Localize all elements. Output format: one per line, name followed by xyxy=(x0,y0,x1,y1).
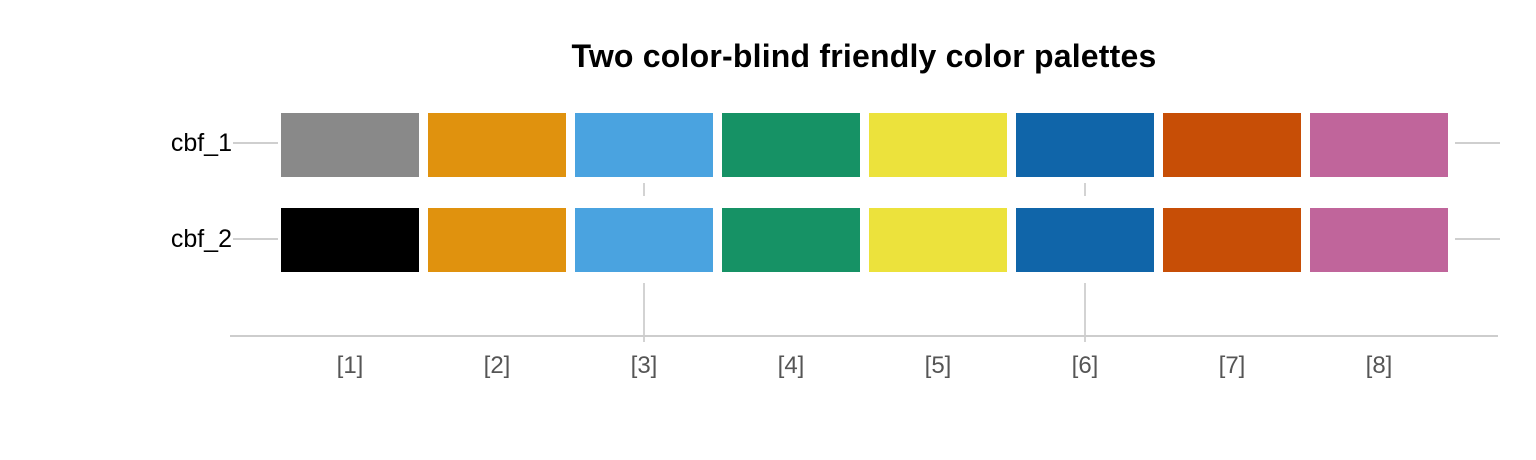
x-gridline-bottom-col3 xyxy=(643,283,645,342)
swatch-cbf_1-7 xyxy=(1163,113,1301,177)
swatch-cbf_1-3 xyxy=(575,113,713,177)
x-tick-label-4: [4] xyxy=(777,352,805,379)
x-gridline-gap-col6 xyxy=(1084,183,1086,196)
y-tick-right-cbf_1 xyxy=(1455,142,1500,144)
swatch-cbf_2-8 xyxy=(1310,208,1448,272)
chart-title: Two color-blind friendly color palettes xyxy=(571,38,1157,74)
x-tick-label-6: [6] xyxy=(1071,352,1099,379)
x-tick-label-7: [7] xyxy=(1218,352,1246,379)
y-tick-left-cbf_1 xyxy=(233,142,278,144)
y-tick-left-cbf_2 xyxy=(233,238,278,240)
x-tick-label-2: [2] xyxy=(483,352,511,379)
swatch-cbf_1-6 xyxy=(1016,113,1154,177)
row-label-cbf_2: cbf_2 xyxy=(170,225,232,253)
x-tick-label-3: [3] xyxy=(630,352,658,379)
swatch-cbf_2-5 xyxy=(869,208,1007,272)
x-tick-label-8: [8] xyxy=(1365,352,1393,379)
swatch-cbf_1-2 xyxy=(428,113,566,177)
swatch-cbf_1-8 xyxy=(1310,113,1448,177)
row-label-cbf_1: cbf_1 xyxy=(170,129,232,157)
x-axis-line xyxy=(230,335,1498,337)
swatch-cbf_2-2 xyxy=(428,208,566,272)
swatch-cbf_2-1 xyxy=(281,208,419,272)
swatch-cbf_1-4 xyxy=(722,113,860,177)
x-gridline-bottom-col6 xyxy=(1084,283,1086,342)
x-gridline-gap-col3 xyxy=(643,183,645,196)
x-tick-label-5: [5] xyxy=(924,352,952,379)
swatch-cbf_1-5 xyxy=(869,113,1007,177)
swatch-cbf_2-7 xyxy=(1163,208,1301,272)
swatch-cbf_1-1 xyxy=(281,113,419,177)
y-tick-right-cbf_2 xyxy=(1455,238,1500,240)
swatch-cbf_2-3 xyxy=(575,208,713,272)
x-tick-label-1: [1] xyxy=(336,352,364,379)
swatch-cbf_2-6 xyxy=(1016,208,1154,272)
swatch-cbf_2-4 xyxy=(722,208,860,272)
